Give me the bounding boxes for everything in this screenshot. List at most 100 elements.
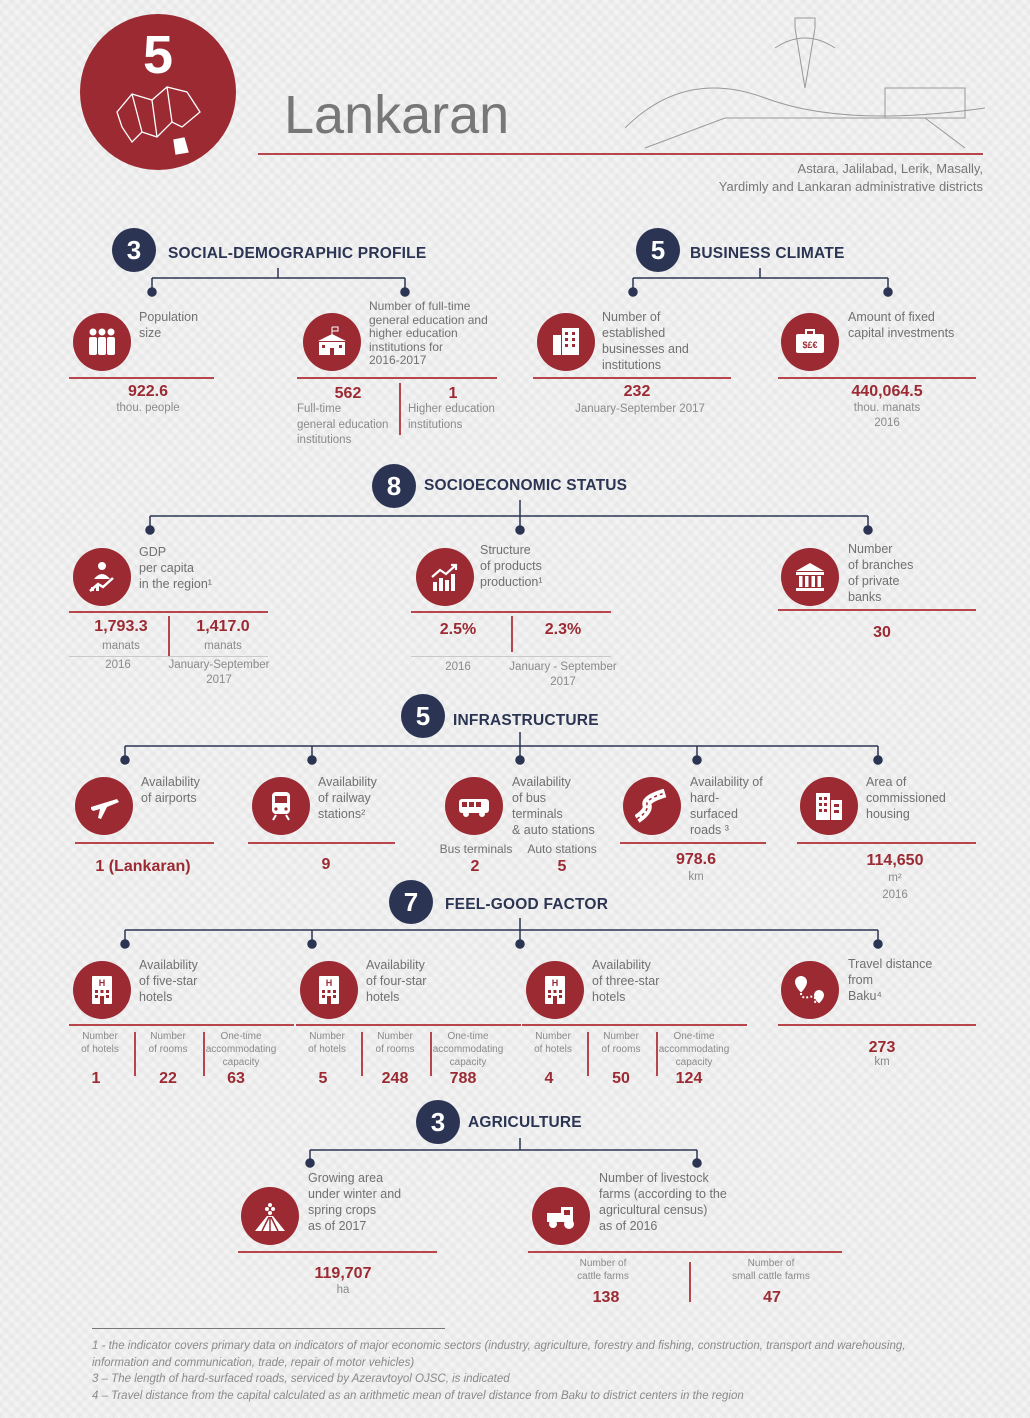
investments-label: Amount of fixed capital investments	[848, 310, 955, 340]
divider	[238, 1251, 437, 1253]
structure-2016-value: 2.5%	[439, 621, 477, 638]
divider	[528, 1251, 842, 1253]
banks-value: 30	[873, 624, 891, 641]
tractor-icon	[532, 1187, 590, 1245]
svg-text:$£€: $£€	[802, 340, 817, 350]
divider	[533, 377, 731, 379]
gdp-2016-value: 1,793.3	[94, 618, 148, 635]
airports-label: Availability of airports	[141, 775, 200, 805]
structure-2017-value: 2.3%	[544, 621, 582, 638]
rooms-col-label: Number of rooms	[601, 1031, 641, 1055]
structure-period-1: 2016	[445, 661, 471, 673]
divider	[689, 1262, 691, 1302]
population-unit: thou. people	[116, 402, 180, 414]
divider	[134, 1032, 136, 1076]
capacity-col-label: One-time accommodating capacity	[658, 1031, 730, 1068]
school-icon	[303, 313, 361, 371]
section-title-social: SOCIAL-DEMOGRAPHIC PROFILE	[168, 245, 427, 262]
roads-value: 978.6	[675, 851, 717, 868]
bus-terminals-value: 2	[470, 858, 480, 875]
landmark-sketch	[625, 17, 985, 149]
rooms-col-label: Number of rooms	[375, 1031, 415, 1055]
divider	[399, 383, 401, 435]
section-title-infra: INFRASTRUCTURE	[453, 712, 599, 729]
capacity-value: 788	[449, 1070, 477, 1087]
population-label: Population size	[139, 310, 199, 340]
hotels-col-label: Number of hotels	[81, 1031, 119, 1055]
divider	[69, 656, 268, 657]
divider	[797, 842, 976, 844]
office-building-icon	[537, 313, 595, 371]
divider	[361, 1032, 363, 1076]
divider	[656, 1032, 658, 1076]
divider	[778, 1024, 976, 1026]
region-number: 5	[142, 25, 174, 85]
general-education-label: Full-time general education institutions	[297, 403, 389, 446]
hotel-icon: H	[526, 961, 584, 1019]
capacity-col-label: One-time accommodating capacity	[205, 1031, 277, 1068]
divider	[587, 1032, 589, 1076]
hotel-label: Availability of three-star hotels	[592, 958, 660, 1004]
divider	[69, 611, 268, 613]
railway-value: 9	[321, 856, 331, 873]
cattle-farms-value: 138	[592, 1289, 620, 1306]
region-badge: 5	[80, 14, 236, 170]
divider	[522, 1024, 747, 1026]
divider	[168, 616, 170, 656]
divider	[203, 1032, 205, 1076]
section-title-agri: AGRICULTURE	[468, 1114, 582, 1131]
population-value: 922.6	[127, 383, 169, 400]
housing-label: Area of commissioned housing	[866, 775, 946, 821]
rooms-count-value: 248	[381, 1070, 409, 1087]
hotels-count-value: 4	[544, 1070, 554, 1087]
travel-label: Travel distance from Baku⁴	[848, 957, 933, 1003]
gdp-2017-unit: manats	[204, 640, 242, 652]
hotel-label: Availability of four-star hotels	[366, 958, 427, 1004]
section-count-badge: 3	[112, 228, 156, 272]
businesses-period: January-September 2017	[575, 403, 705, 415]
divider	[411, 656, 611, 657]
road-icon	[623, 777, 681, 835]
divider	[75, 842, 214, 844]
growing-area-value: 119,707	[314, 1265, 372, 1282]
region-map-icon	[116, 86, 201, 155]
gdp-label: GDP per capita in the region¹	[139, 545, 212, 591]
hotels-col-label: Number of hotels	[534, 1031, 572, 1055]
gdp-period-1: 2016	[105, 659, 131, 671]
railway-label: Availability of railway stations²	[318, 775, 377, 821]
divider	[69, 1024, 294, 1026]
gdp-2016-unit: manats	[102, 640, 140, 652]
bus-icon	[445, 777, 503, 835]
hotel-icon: H	[73, 961, 131, 1019]
housing-unit: m² 2016	[882, 872, 908, 901]
route-pin-icon	[781, 961, 839, 1019]
cattle-farms-label: Number of cattle farms	[577, 1258, 629, 1282]
divider	[69, 377, 214, 379]
currency-case-icon: $£€	[781, 313, 839, 371]
section-title-business: BUSINESS CLIMATE	[690, 245, 845, 262]
divider	[620, 842, 766, 844]
businesses-value: 232	[623, 383, 651, 400]
rooms-count-value: 50	[612, 1070, 630, 1087]
hotels-col-label: Number of hotels	[308, 1031, 346, 1055]
general-education-value: 562	[334, 385, 362, 402]
education-label: Number of full-time general education an…	[369, 299, 488, 367]
footnote-rule	[92, 1328, 445, 1329]
banks-label: Number of branches of private banks	[848, 542, 914, 604]
people-icon	[73, 313, 131, 371]
gdp-period-2: January-September 2017	[168, 659, 270, 686]
svg-text:H: H	[99, 978, 106, 988]
person-growth-icon	[73, 548, 131, 606]
bus-label: Availability of bus terminals & auto sta…	[512, 775, 595, 837]
divider	[297, 377, 497, 379]
apartment-icon	[800, 777, 858, 835]
travel-unit: km	[874, 1056, 890, 1068]
section-title-socio: SOCIOECONOMIC STATUS	[424, 477, 628, 494]
train-icon	[252, 777, 310, 835]
divider	[411, 611, 611, 613]
airplane-icon	[75, 777, 133, 835]
divider	[778, 377, 976, 379]
structure-period-2: January - September 2017	[509, 661, 617, 688]
section-count-badge: 5	[401, 694, 445, 738]
